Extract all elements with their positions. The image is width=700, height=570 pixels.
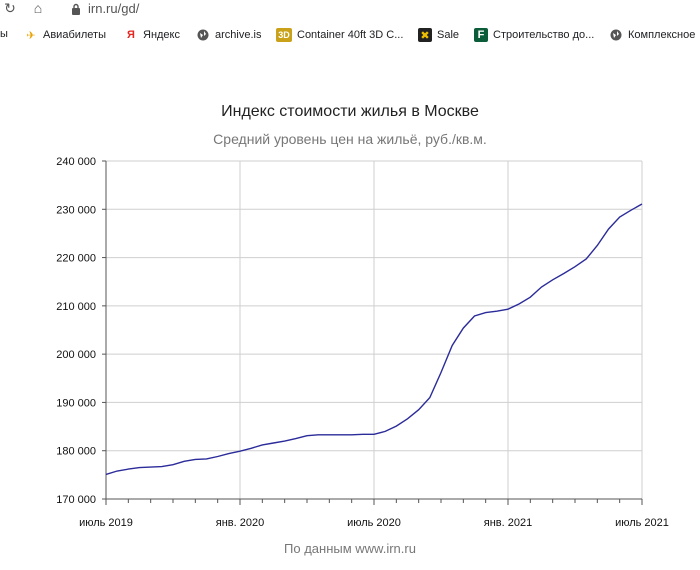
bookmark-label: Комплексное <box>628 29 696 41</box>
3d-icon: 3D <box>276 28 292 42</box>
bookmark-label: Sale <box>437 29 460 41</box>
y-tick-label: 170 000 <box>56 494 96 506</box>
y-axis: 240 000 230 000 220 000 210 000 200 000 190 0… <box>56 156 107 506</box>
y-tick-label: 190 000 <box>56 397 96 409</box>
bookmark-label: Container 40ft 3D C... <box>297 29 404 41</box>
bookmark-cutoff[interactable]: ы <box>0 28 8 40</box>
y-tick-label: 220 000 <box>56 253 96 265</box>
bookmark-archive[interactable]: archive.is <box>196 28 261 42</box>
bookmark-sale[interactable]: ✖ Sale <box>418 28 459 42</box>
x-axis: июль 2019 янв. 2020 июль 2020 янв. 2021 июль… <box>79 498 669 529</box>
yandex-icon: Я <box>127 29 135 41</box>
sale-icon: ✖ <box>418 28 432 42</box>
bookmark-container[interactable]: 3D Container 40ft 3D C... <box>276 28 403 42</box>
x-tick-label: июль 2019 <box>79 517 133 529</box>
y-tick-label: 200 000 <box>56 349 96 361</box>
lock-icon[interactable] <box>68 1 84 17</box>
plane-icon: ✈ <box>26 29 36 42</box>
bookmark-yandex[interactable]: Я Яндекс <box>124 28 180 42</box>
y-tick-label: 240 000 <box>56 156 96 168</box>
x-tick-label: июль 2021 <box>615 517 669 529</box>
bookmark-label: Строительство до... <box>493 29 595 41</box>
y-tick-label: 230 000 <box>56 204 96 216</box>
globe-icon <box>609 28 623 42</box>
chart-grid <box>106 160 643 500</box>
y-tick-label: 180 000 <box>56 446 96 458</box>
home-icon[interactable]: ⌂ <box>33 0 43 16</box>
x-tick-label: июль 2020 <box>347 517 401 529</box>
globe-icon <box>196 28 210 42</box>
bookmark-aviabilety[interactable]: ✈ Авиабилеты <box>24 28 106 42</box>
f-icon: F <box>474 28 488 42</box>
bookmark-label: archive.is <box>215 29 262 41</box>
url-text[interactable]: irn.ru/gd/ <box>88 1 140 16</box>
bookmark-label: ы <box>0 28 8 40</box>
chart-title: Индекс стоимости жилья в Москве <box>221 103 479 120</box>
bookmark-label: Авиабилеты <box>43 29 107 41</box>
bookmark-label: Яндекс <box>143 29 180 41</box>
y-tick-label: 210 000 <box>56 301 96 313</box>
address-bar: ↻ ⌂ irn.ru/gd/ <box>0 0 700 20</box>
chart-subtitle: Средний уровень цен на жильё, руб./кв.м. <box>213 131 487 147</box>
bookmark-kompleksnoe[interactable]: Комплексное <box>609 28 695 42</box>
reload-icon[interactable]: ↻ <box>4 0 16 16</box>
price-series-line <box>105 203 643 476</box>
bookmark-stroitelstvo[interactable]: F Строительство до... <box>474 28 594 42</box>
x-tick-label: янв. 2020 <box>216 517 264 529</box>
source-credit: По данным www.irn.ru <box>284 541 416 556</box>
x-tick-label: янв. 2021 <box>484 517 532 529</box>
bookmarks-bar: ы ✈ Авиабилеты Я Яндекс archive.is 3D Co… <box>0 24 700 48</box>
